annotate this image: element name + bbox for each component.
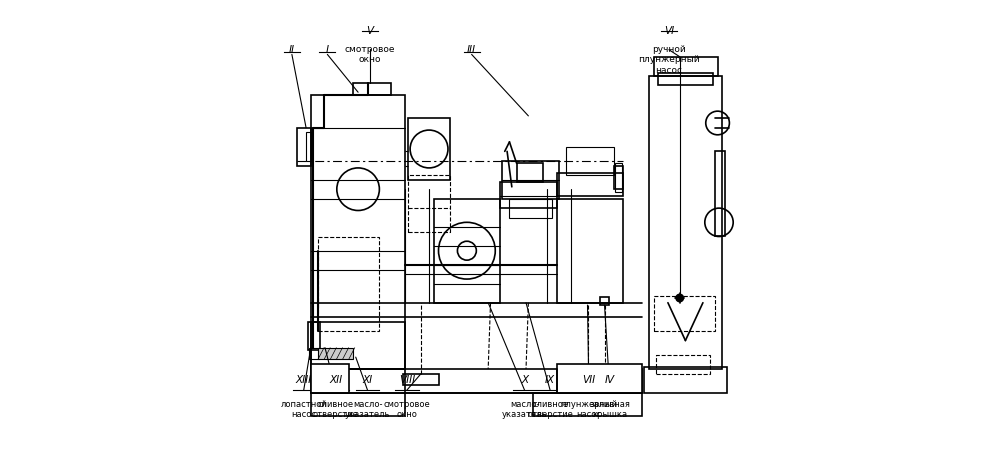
Bar xyxy=(600,297,609,305)
Text: IV: IV xyxy=(605,376,615,385)
Text: смотровое
окно: смотровое окно xyxy=(383,400,430,419)
Bar xyxy=(353,83,391,95)
Bar xyxy=(715,151,725,236)
Text: XIII: XIII xyxy=(296,376,312,385)
Bar xyxy=(408,175,450,232)
Text: X: X xyxy=(521,376,528,385)
Text: смотровое
окно: смотровое окно xyxy=(345,45,395,64)
Bar xyxy=(509,199,552,218)
Bar xyxy=(615,163,622,192)
Bar xyxy=(297,128,311,166)
Text: VII: VII xyxy=(582,376,595,385)
Bar xyxy=(311,369,642,393)
Text: лопастной
насос: лопастной насос xyxy=(280,400,327,419)
Bar xyxy=(311,393,405,416)
Bar xyxy=(408,118,450,180)
Text: заливная
крышка: заливная крышка xyxy=(589,400,630,419)
Bar xyxy=(649,76,722,369)
Text: VI: VI xyxy=(664,26,674,36)
Bar xyxy=(502,161,559,199)
Bar xyxy=(557,173,623,196)
Bar xyxy=(500,182,557,208)
Text: V: V xyxy=(366,26,373,36)
Text: масло-
указатель: масло- указатель xyxy=(502,400,547,419)
Circle shape xyxy=(676,294,684,302)
Text: III: III xyxy=(467,44,476,55)
Bar xyxy=(309,348,319,359)
Bar xyxy=(311,95,405,369)
Text: XII: XII xyxy=(329,376,342,385)
Bar xyxy=(644,367,727,393)
Bar xyxy=(658,73,713,85)
Text: сливное
отверстие: сливное отверстие xyxy=(313,400,359,419)
Bar xyxy=(557,199,623,303)
Text: плунжерный
насос: плунжерный насос xyxy=(560,400,617,419)
Text: II: II xyxy=(289,44,295,55)
Bar xyxy=(614,166,623,189)
Text: XI: XI xyxy=(362,376,373,385)
Bar xyxy=(306,132,311,161)
Bar xyxy=(434,199,500,303)
Bar xyxy=(656,355,710,374)
Text: ручной
плунжерный
насос: ручной плунжерный насос xyxy=(638,45,700,75)
Bar xyxy=(654,57,718,76)
Text: VIII: VIII xyxy=(399,376,415,385)
Text: сливное
отверстие: сливное отверстие xyxy=(527,400,573,419)
Bar xyxy=(403,374,439,385)
Bar xyxy=(311,364,349,393)
Bar xyxy=(566,147,614,175)
Bar xyxy=(517,163,543,182)
Bar xyxy=(318,236,379,331)
Bar xyxy=(311,322,405,369)
Text: IX: IX xyxy=(545,376,555,385)
Text: I: I xyxy=(326,44,329,55)
Bar xyxy=(533,393,642,416)
Bar xyxy=(557,364,642,393)
Text: масло-
указатель: масло- указатель xyxy=(345,400,390,419)
Bar xyxy=(308,322,320,350)
Bar xyxy=(318,348,353,359)
Bar xyxy=(654,296,715,331)
